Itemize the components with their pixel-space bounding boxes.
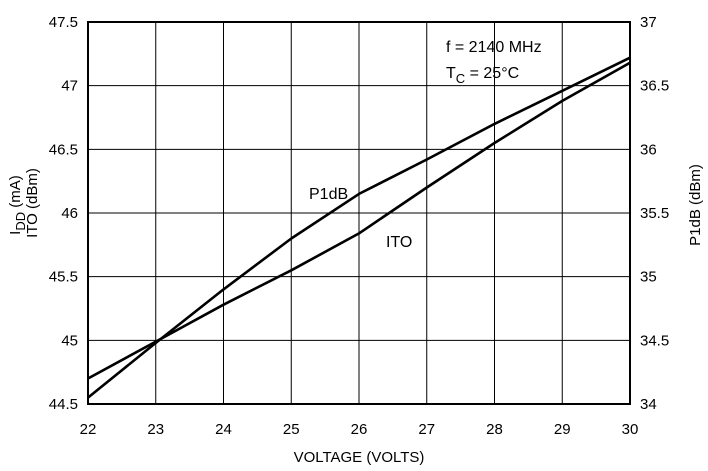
y-left-tick-labels: 44.5 45 45.5 46 46.5 47 47.5 bbox=[49, 14, 78, 413]
y-right-tick-label: 36.5 bbox=[640, 78, 669, 95]
temperature-annotation: TC = 25°C bbox=[446, 65, 519, 86]
grid bbox=[87, 21, 631, 405]
plot-frame bbox=[87, 21, 631, 405]
y-right-axis-title: P1dB (dBm) bbox=[687, 164, 704, 246]
y-left-tick-label: 46.5 bbox=[49, 141, 78, 158]
x-tick-label: 29 bbox=[554, 421, 571, 438]
x-tick-label: 24 bbox=[215, 421, 232, 438]
x-tick-labels: 22 23 24 25 26 27 28 29 30 bbox=[80, 421, 639, 438]
ito-series-label: ITO bbox=[386, 234, 412, 251]
x-tick-label: 30 bbox=[622, 421, 639, 438]
y-left-tick-label: 45 bbox=[61, 332, 78, 349]
x-tick-label: 23 bbox=[147, 421, 164, 438]
series-line-p1db bbox=[87, 56, 631, 399]
y-left-tick-label: 44.5 bbox=[49, 396, 78, 413]
y-left-tick-label: 47.5 bbox=[49, 14, 78, 31]
y-right-tick-label: 34.5 bbox=[640, 332, 669, 349]
x-tick-label: 27 bbox=[418, 421, 435, 438]
frequency-annotation: f = 2140 MHz bbox=[446, 39, 542, 56]
y-right-tick-labels: 34 34.5 35 35.5 36 36.5 37 bbox=[640, 14, 669, 413]
y-right-tick-label: 35.5 bbox=[640, 205, 669, 222]
series-lines bbox=[87, 56, 631, 399]
y-left-tick-label: 45.5 bbox=[49, 269, 78, 286]
y-left-tick-label: 47 bbox=[61, 78, 78, 95]
y-left-tick-label: 46 bbox=[61, 205, 78, 222]
x-tick-label: 28 bbox=[486, 421, 503, 438]
x-tick-label: 22 bbox=[80, 421, 97, 438]
p1db-series-label: P1dB bbox=[309, 186, 348, 203]
x-tick-label: 25 bbox=[283, 421, 300, 438]
x-axis-title: VOLTAGE (VOLTS) bbox=[294, 449, 425, 466]
y-right-tick-label: 34 bbox=[640, 396, 657, 413]
y-right-tick-label: 35 bbox=[640, 269, 657, 286]
x-tick-label: 26 bbox=[351, 421, 368, 438]
y-right-tick-label: 36 bbox=[640, 141, 657, 158]
y-right-tick-label: 37 bbox=[640, 14, 657, 31]
series-line-ito bbox=[87, 61, 631, 380]
y-left-axis-title-idd: IDD (mA) bbox=[7, 175, 28, 235]
y-left-axis-title-ito: ITO (dBm) bbox=[24, 168, 41, 238]
